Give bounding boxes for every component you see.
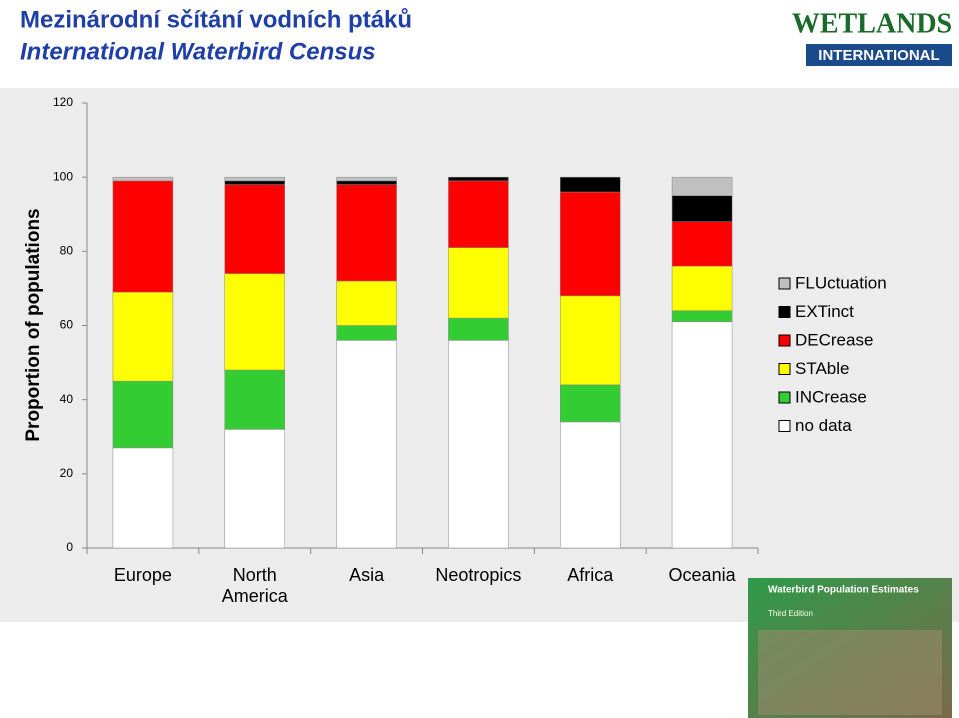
bar-segment	[671, 265, 733, 311]
bar-segment	[336, 176, 397, 182]
x-tick-label: North America	[221, 565, 288, 606]
bar-segment	[560, 176, 621, 193]
legend-label: no data	[795, 416, 852, 435]
bar-segment	[671, 321, 733, 549]
bar-segment	[224, 369, 285, 430]
bar-segment	[224, 429, 285, 549]
legend-swatch	[778, 306, 791, 318]
y-tick-label: 60	[60, 318, 74, 332]
y-tick-label: 0	[66, 540, 73, 554]
book-image	[758, 630, 942, 715]
bar-segment	[448, 317, 509, 341]
logo-text: INTERNATIONAL	[818, 47, 939, 64]
bar-segment	[671, 310, 733, 323]
bar-segment	[560, 191, 621, 297]
y-tick-label: 120	[53, 95, 73, 109]
bar-segment	[671, 221, 733, 267]
bar-segment	[112, 380, 174, 449]
bar-segment	[112, 447, 174, 549]
bar-segment	[336, 280, 397, 326]
legend-swatch	[778, 391, 791, 404]
logo-band	[806, 44, 952, 66]
bar-segment	[336, 325, 397, 341]
bar-segment	[560, 384, 621, 423]
bar-segment	[336, 184, 397, 282]
title-en: International Waterbird Census	[20, 38, 376, 65]
bar-segment	[448, 180, 509, 248]
x-tick-label: Oceania	[668, 565, 736, 585]
bar-segment	[336, 340, 397, 549]
legend-swatch	[778, 363, 791, 375]
legend-label: INCrease	[795, 387, 867, 406]
bar-segment	[671, 195, 733, 222]
bar-segment	[448, 176, 509, 182]
legend-swatch	[778, 420, 791, 432]
book-edition: Third Edition	[768, 609, 813, 618]
legend-swatch	[778, 277, 791, 290]
y-tick-label: 40	[60, 392, 74, 406]
legend-label: EXTinct	[795, 302, 854, 321]
y-tick-label: 20	[60, 466, 74, 480]
x-tick-label: Europe	[113, 565, 172, 585]
bar-segment	[224, 176, 285, 182]
bar-segment	[336, 180, 397, 185]
bar-segment	[112, 291, 174, 382]
bar-segment	[448, 247, 509, 319]
legend-label: FLUctuation	[795, 273, 887, 292]
logo-text: WETLANDS	[792, 8, 952, 39]
bar-segment	[224, 184, 285, 274]
bar-segment	[224, 273, 285, 371]
legend-label: DECrease	[795, 330, 873, 349]
x-tick-label: Neotropics	[435, 565, 522, 585]
legend-label: STAble	[795, 359, 850, 378]
bar-segment	[448, 340, 509, 549]
title-cz: Mezinárodní sčítání vodních ptáků	[20, 6, 412, 33]
bar-segment	[560, 295, 621, 386]
bar-segment	[671, 176, 733, 196]
bar-segment	[112, 180, 174, 293]
x-tick-label: Africa	[567, 565, 614, 585]
y-tick-label: 80	[60, 244, 74, 258]
y-tick-label: 100	[53, 169, 73, 183]
y-axis-label: Proportion of populations	[23, 208, 44, 441]
bar-segment	[560, 421, 621, 549]
bar-segment	[224, 180, 285, 185]
legend-swatch	[778, 334, 791, 347]
x-tick-label: Asia	[349, 565, 385, 585]
book-title: Waterbird Population Estimates	[768, 585, 919, 596]
bar-segment	[112, 176, 174, 182]
